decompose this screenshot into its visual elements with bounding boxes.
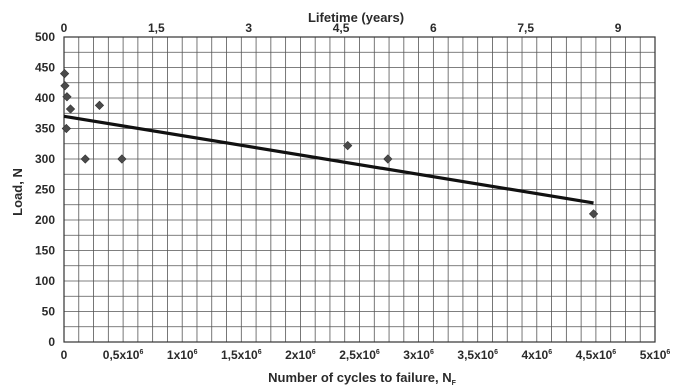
top-tick-label: 0 bbox=[61, 21, 68, 35]
x-axis-title: Number of cycles to failure, NF bbox=[268, 370, 457, 387]
y-axis-title: Load, N bbox=[10, 168, 25, 216]
data-point bbox=[60, 81, 70, 91]
x-tick-label: 3,5x106 bbox=[457, 348, 498, 362]
y-tick-labels: 0 50 100 150 200 250 300 350 400 450 500 bbox=[35, 30, 55, 349]
x-axis-title-main: Number of cycles to failure, N bbox=[268, 370, 452, 385]
y-tick-label: 400 bbox=[35, 91, 55, 105]
trend-line-group bbox=[63, 114, 594, 205]
data-point bbox=[117, 154, 127, 164]
grid-lines bbox=[63, 36, 656, 343]
y-tick-label: 250 bbox=[35, 183, 55, 197]
x-tick-label: 0,5x106 bbox=[103, 348, 144, 362]
data-point bbox=[59, 68, 70, 79]
y-tick-label: 100 bbox=[35, 274, 55, 288]
x-tick-label: 5x106 bbox=[640, 348, 671, 362]
y-tick-label: 200 bbox=[35, 213, 55, 227]
y-tick-label: 0 bbox=[48, 335, 55, 349]
x-tick-label: 2,5x106 bbox=[339, 348, 380, 362]
x-tick-label: 1,5x106 bbox=[221, 348, 262, 362]
data-point bbox=[588, 209, 599, 219]
data-points bbox=[59, 68, 599, 219]
x-tick-label: 4,5x106 bbox=[576, 348, 617, 362]
x-tick-label: 0 bbox=[61, 348, 68, 362]
top-tick-label: 3 bbox=[245, 21, 252, 35]
y-tick-label: 350 bbox=[35, 122, 55, 136]
y-tick-label: 300 bbox=[35, 152, 55, 166]
top-tick-label: 9 bbox=[615, 21, 622, 35]
x-tick-label: 4x106 bbox=[521, 348, 552, 362]
data-point bbox=[94, 100, 105, 110]
x-axis-title-subscript: F bbox=[452, 380, 457, 387]
top-tick-label: 4,5 bbox=[333, 21, 350, 35]
y-tick-label: 450 bbox=[35, 61, 55, 75]
top-axis-title: Lifetime (years) bbox=[308, 10, 404, 25]
x-tick-labels: 0 0,5x106 1x106 1,5x106 2x106 2,5x106 3x106 3,5… bbox=[61, 348, 671, 362]
top-tick-label: 7,5 bbox=[517, 21, 534, 35]
plot-frame bbox=[63, 36, 656, 343]
top-tick-label: 1,5 bbox=[148, 21, 165, 35]
data-point bbox=[62, 92, 72, 102]
data-point bbox=[61, 123, 71, 134]
y-tick-label: 150 bbox=[35, 244, 55, 258]
data-point bbox=[80, 154, 90, 164]
x-tick-label: 3x106 bbox=[403, 348, 434, 362]
top-tick-labels: 0 1,5 3 4,5 6 7,5 9 bbox=[61, 21, 622, 35]
data-point bbox=[343, 140, 353, 151]
data-point bbox=[383, 154, 393, 164]
x-tick-label: 2x106 bbox=[285, 348, 316, 362]
y-tick-label: 50 bbox=[42, 305, 56, 319]
y-tick-label: 500 bbox=[35, 30, 55, 44]
trend-line bbox=[63, 114, 594, 205]
top-tick-label: 6 bbox=[430, 21, 437, 35]
x-tick-label: 1x106 bbox=[167, 348, 198, 362]
data-point bbox=[65, 104, 76, 114]
